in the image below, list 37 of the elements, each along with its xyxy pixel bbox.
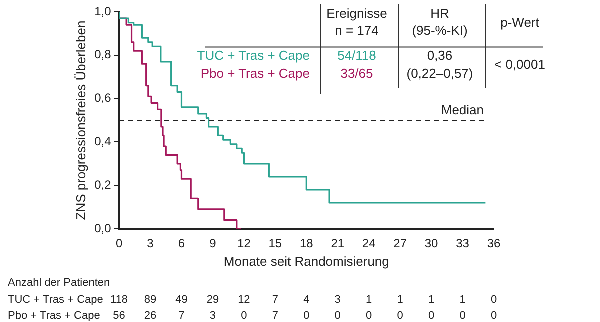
text: < 0,0001 [494,57,546,72]
x-tick-label: 12 [238,236,252,251]
text: TUC + Tras + Cape 118 89 49 29 12 7 4 3 1 1 1 1 0 [8,294,498,306]
y-tick-label: 0,4 [94,134,112,149]
x-tick-label: 15 [268,236,282,251]
x-tick-label: 21 [331,236,345,251]
annotation: 0,36 [426,48,454,63]
y-tick-label: 0,6 [94,91,112,106]
annotation: (95-%-KI) [411,23,469,38]
series-label: TUC + Tras + Cape [196,48,310,63]
annotation: HR [430,6,450,21]
x-tick-label: 30 [424,236,439,251]
x-tick-label: 33 [456,236,470,251]
y-tick-label: 0,0 [94,221,112,236]
x-tick-label: 18 [300,236,314,251]
x-tick-label: 3 [147,236,154,251]
x-tick-label: 36 [487,236,501,251]
y-tick-label: 0,8 [94,48,112,62]
x-tick-label: 24 [362,236,376,251]
y-tick-label: 1,0 [94,4,112,18]
x-tick-label: 9 [210,236,217,251]
text: p-Wert [500,15,540,30]
annotation: 33/65 [340,66,374,81]
x-axis-title: Monate seit Randomisierung [224,254,390,269]
annotation: n = 174 [334,23,380,38]
y-axis-title: ZNS progressionsfreies Überleben [73,20,88,220]
x-tick-label: 0 [116,236,123,251]
text: Pbo + Tras + Cape 56 26 7 3 0 7 0 0 0 0 0 0 0 [8,310,498,322]
annotation: Ereignisse [326,6,388,21]
text: Pbo + Tras + Cape [200,66,310,81]
x-tick-label: 6 [178,236,186,251]
x-tick-label: 27 [394,236,408,251]
y-tick-label: 0,2 [94,178,112,192]
annotation: (0,22–0,57) [406,66,474,81]
text: Anzahl der Patienten [8,277,110,290]
ref-line-label: Median [441,102,484,118]
annotation: 54/118 [336,48,378,63]
